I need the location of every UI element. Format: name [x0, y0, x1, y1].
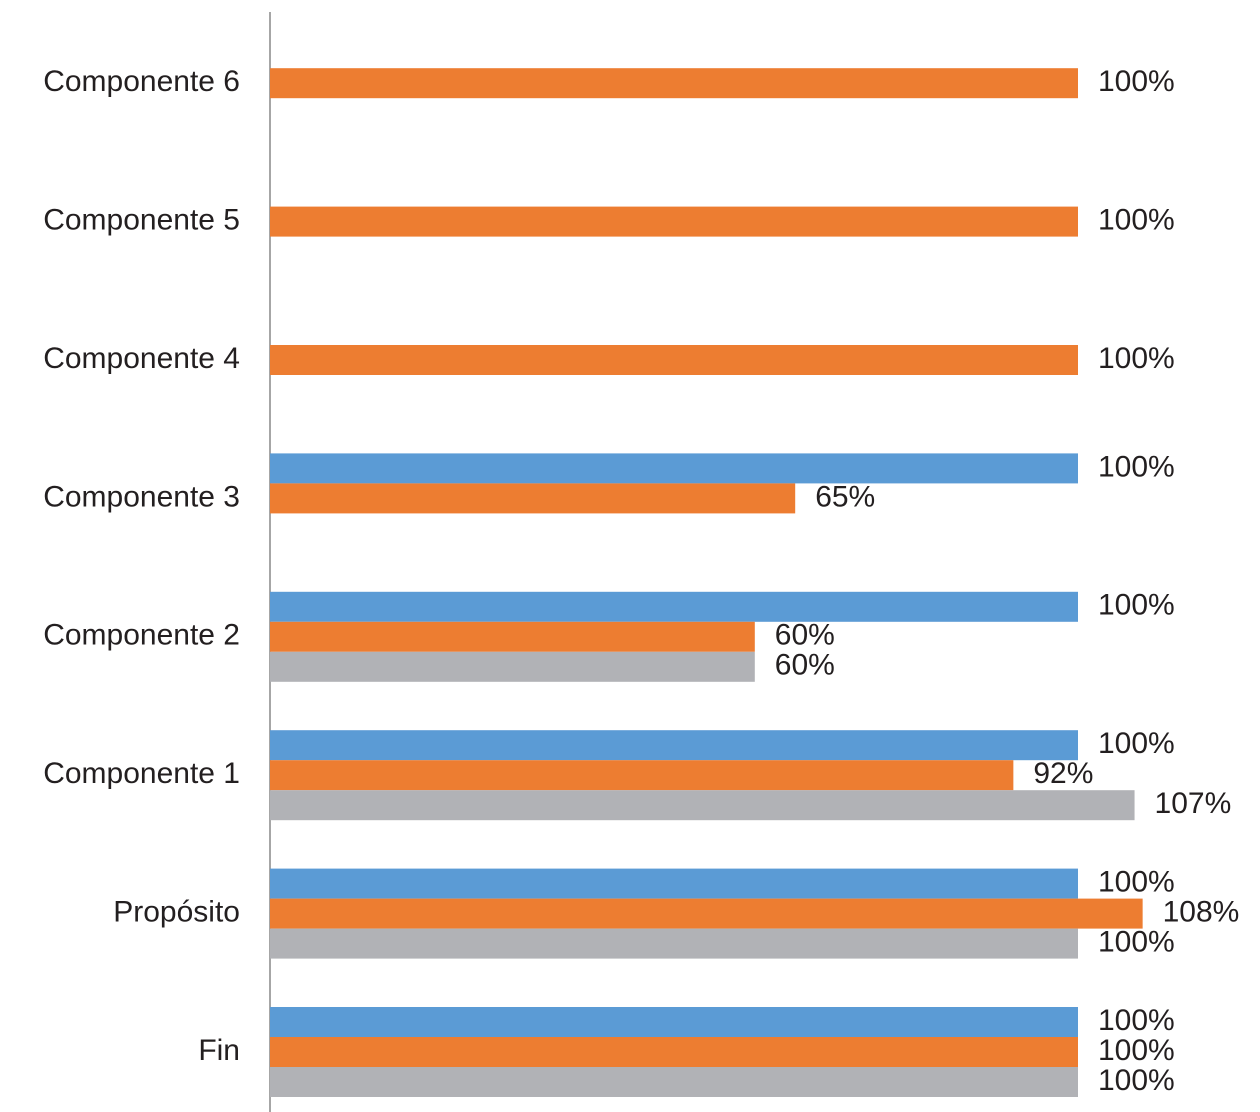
- data-label: 100%: [1098, 1034, 1175, 1067]
- y-tick-label: Componente 5: [43, 204, 240, 237]
- data-label: 100%: [1098, 589, 1175, 622]
- y-tick-label: Componente 2: [43, 619, 240, 652]
- data-label: 92%: [1033, 757, 1093, 790]
- bar: [270, 621, 755, 652]
- bar: [270, 1007, 1078, 1037]
- data-label: 65%: [815, 480, 875, 513]
- bar: [270, 483, 796, 514]
- y-tick-label: Componente 4: [43, 342, 240, 375]
- data-label: 100%: [1098, 1004, 1175, 1037]
- data-label: 100%: [1098, 926, 1175, 959]
- data-label: 100%: [1098, 727, 1175, 760]
- data-label: 107%: [1155, 787, 1232, 820]
- y-tick-label: Componente 3: [43, 480, 240, 513]
- bar: [270, 928, 1078, 959]
- bar: [270, 868, 1078, 899]
- y-tick-label: Fin: [198, 1034, 240, 1067]
- y-tick-label: Componente 6: [43, 65, 240, 98]
- bar: [270, 68, 1078, 99]
- data-label: 100%: [1098, 1064, 1175, 1097]
- data-label: 60%: [775, 619, 835, 652]
- y-tick-label: Componente 1: [43, 757, 240, 790]
- data-label: 100%: [1098, 204, 1175, 237]
- bar: [270, 760, 1014, 791]
- y-tick-label: Propósito: [113, 896, 240, 929]
- bar: [270, 651, 755, 682]
- data-label: 100%: [1098, 450, 1175, 483]
- bar: [270, 1067, 1078, 1097]
- bar: [270, 1037, 1078, 1067]
- bar: [270, 591, 1078, 622]
- data-label: 100%: [1098, 342, 1175, 375]
- bar: [270, 730, 1078, 761]
- data-label: 100%: [1098, 65, 1175, 98]
- bar: [270, 345, 1078, 375]
- bar: [270, 790, 1135, 821]
- data-label: 60%: [775, 649, 835, 682]
- data-label: 108%: [1163, 896, 1240, 929]
- data-label: 100%: [1098, 866, 1175, 899]
- bar: [270, 898, 1143, 929]
- bar: [270, 453, 1078, 484]
- bar: [270, 206, 1078, 237]
